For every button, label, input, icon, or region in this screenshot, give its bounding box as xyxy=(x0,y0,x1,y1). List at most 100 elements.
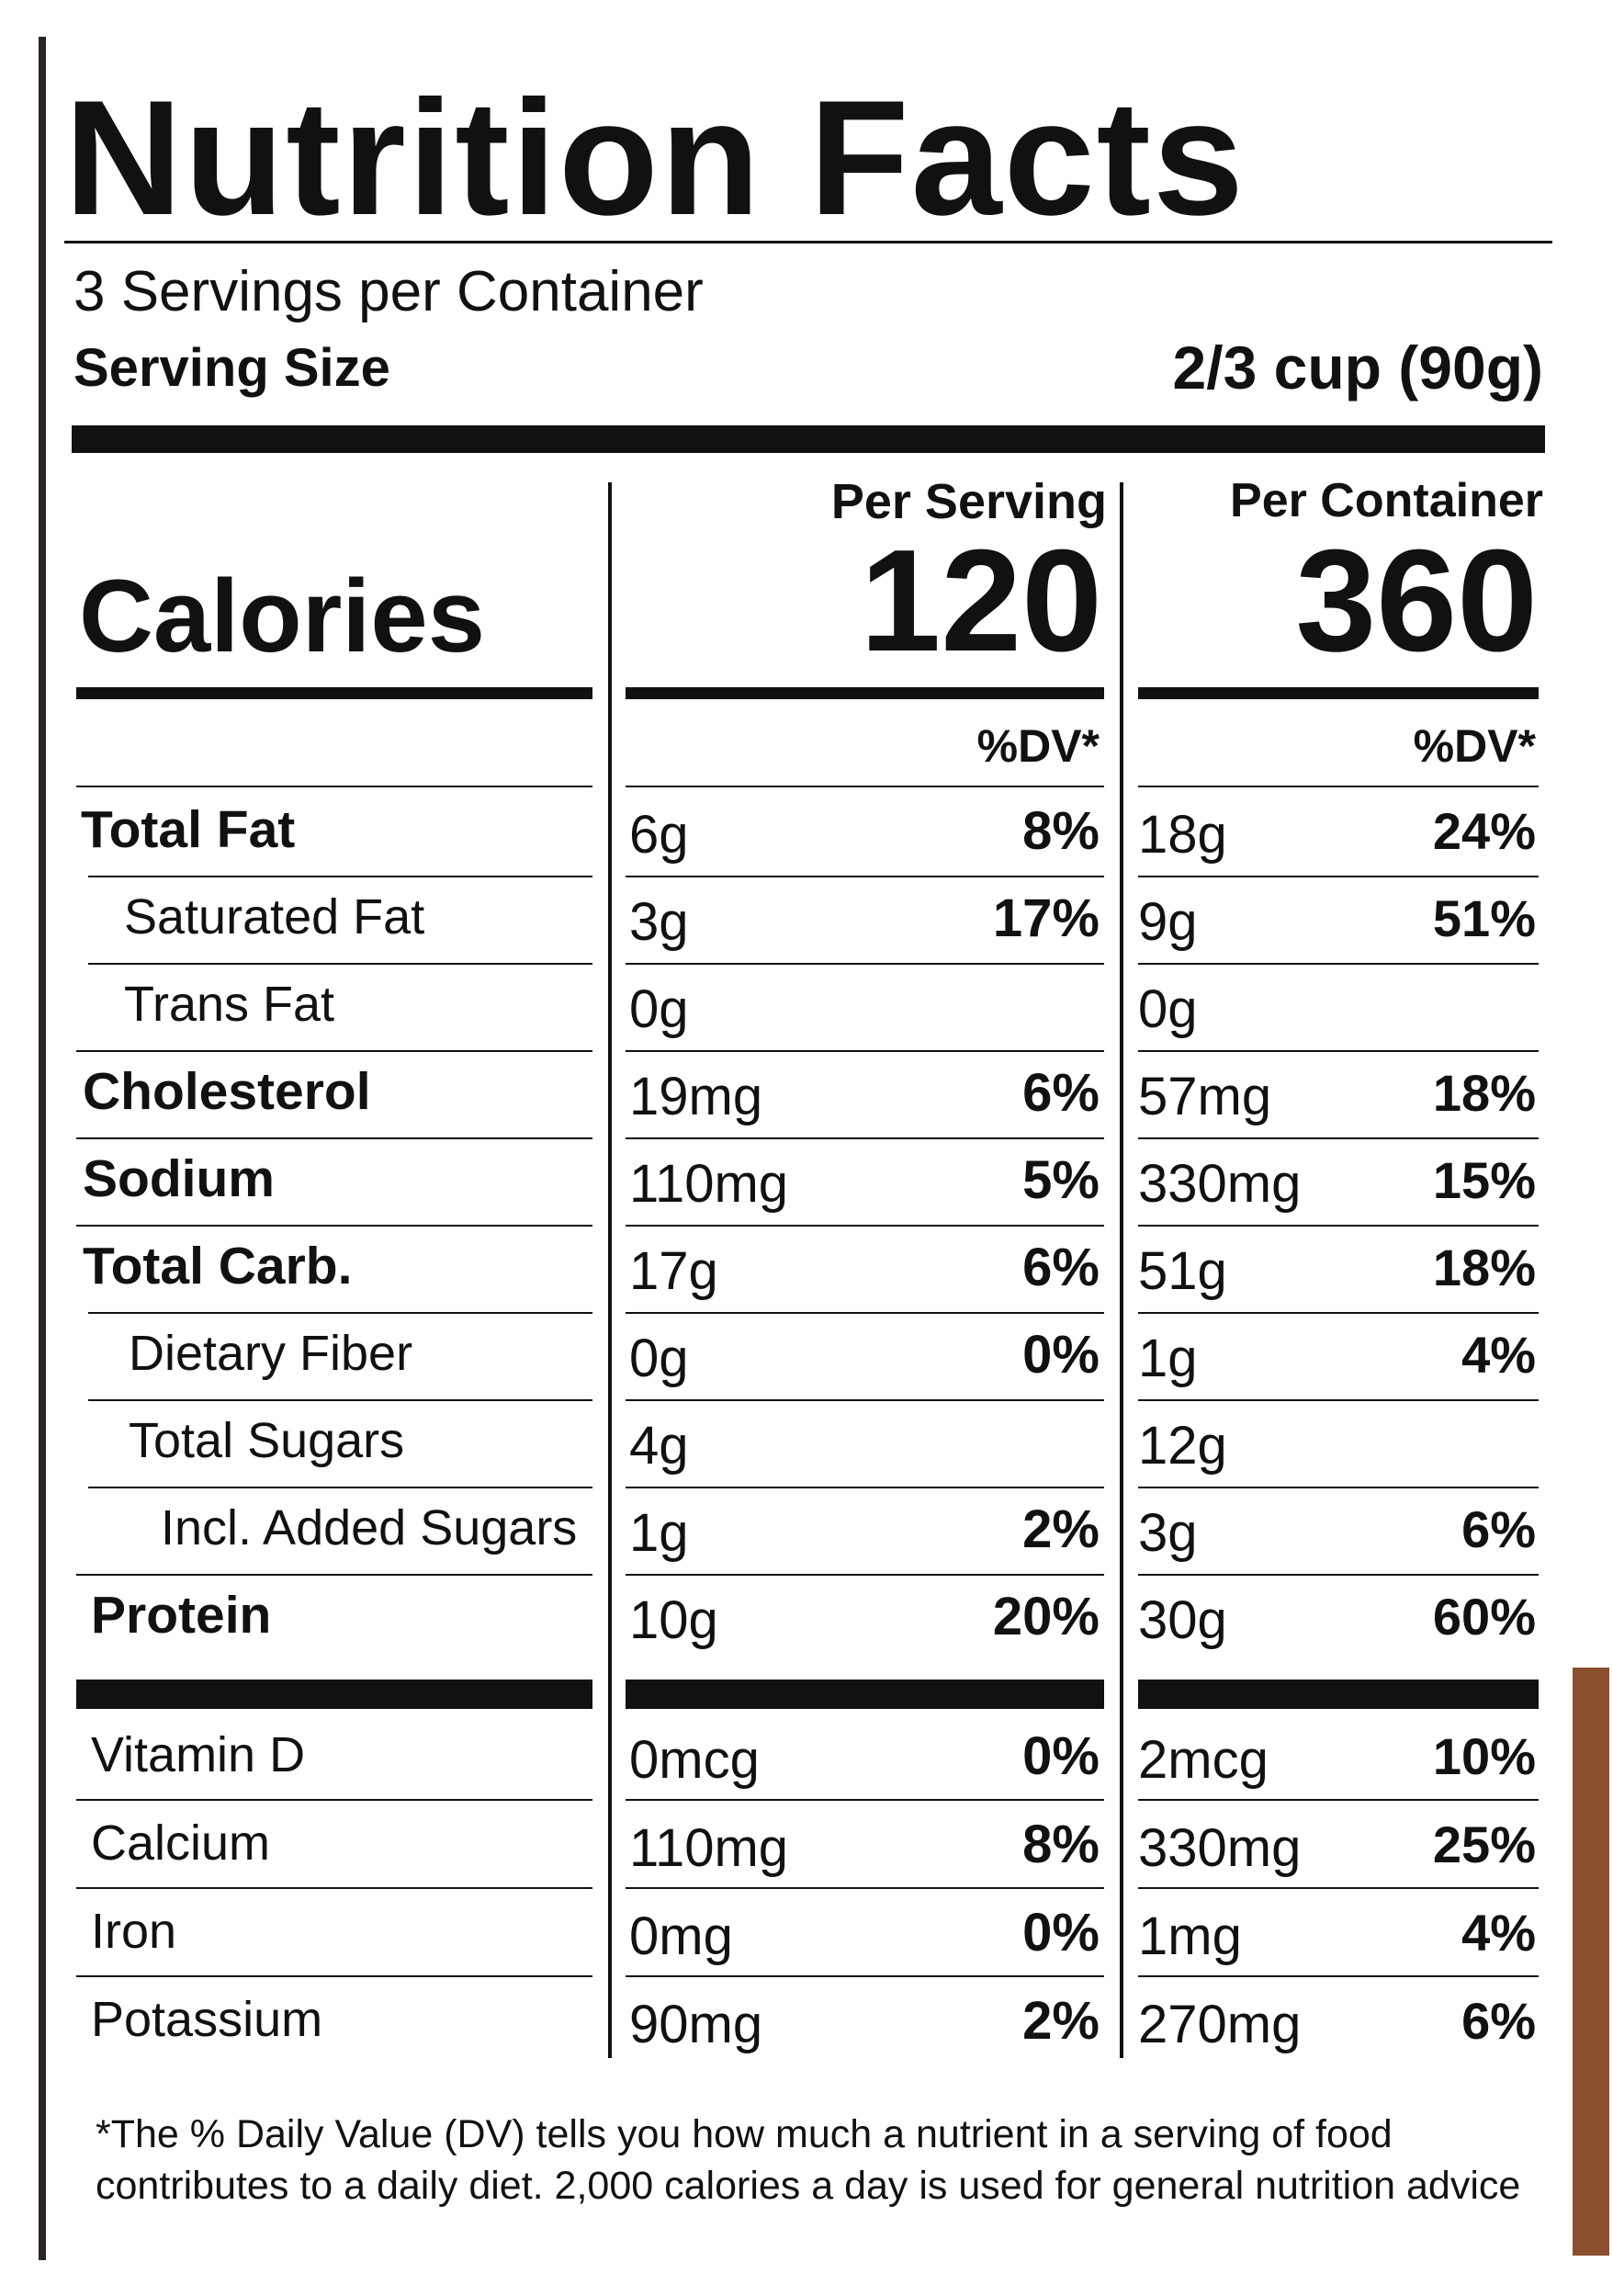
nutrient-label: Potassium xyxy=(91,1991,323,2047)
container-dv: 24% xyxy=(1432,801,1536,860)
nutrient-label: Trans Fat xyxy=(124,976,335,1032)
nutrient-label: Calcium xyxy=(91,1815,271,1871)
container-amount: 330mg xyxy=(1138,1818,1302,1879)
row-rule xyxy=(1138,1137,1539,1139)
serving-dv: 6% xyxy=(1022,1238,1100,1298)
container-amount: 330mg xyxy=(1138,1154,1302,1215)
row-rule xyxy=(88,1311,592,1314)
per-container-heading: Per Container xyxy=(1230,474,1543,528)
serving-dv: 0% xyxy=(1022,1726,1100,1787)
row-rule xyxy=(1138,1887,1539,1889)
serving-dv: 0% xyxy=(1022,1903,1100,1963)
nutrient-label: Total Sugars xyxy=(129,1412,405,1468)
nutrient-label: Sodium xyxy=(83,1148,275,1208)
thick-rule xyxy=(72,425,1545,453)
vitamin-rule xyxy=(76,1680,592,1709)
nutrient-label: Total Carb. xyxy=(83,1236,353,1295)
vitamin-rule xyxy=(626,1680,1104,1709)
dv-header: %DV* xyxy=(976,719,1100,772)
column-divider xyxy=(1120,482,1123,2058)
serving-dv: 0% xyxy=(1022,1325,1100,1386)
container-amount: 0g xyxy=(1138,979,1198,1040)
container-amount: 2mcg xyxy=(1138,1730,1269,1791)
container-amount: 12g xyxy=(1138,1416,1227,1476)
container-dv: 4% xyxy=(1461,1325,1536,1384)
serving-dv: 6% xyxy=(1022,1063,1100,1124)
footnote: contributes to a daily diet. 2,000 calor… xyxy=(96,2164,1521,2209)
row-rule xyxy=(626,1049,1104,1052)
nutrient-label: Dietary Fiber xyxy=(129,1325,413,1381)
right-edge xyxy=(1573,1668,1609,2256)
container-amount: 57mg xyxy=(1138,1067,1272,1127)
vitamin-rule xyxy=(1138,1680,1539,1709)
row-rule xyxy=(626,1398,1104,1401)
serving-dv: 8% xyxy=(1022,1815,1100,1875)
serving-amount: 0mcg xyxy=(629,1730,760,1791)
serving-amount: 0mg xyxy=(629,1906,733,1967)
row-rule xyxy=(626,875,1104,877)
nutrient-label: Incl. Added Sugars xyxy=(161,1499,578,1555)
container-dv: 25% xyxy=(1432,1815,1536,1873)
container-dv: 6% xyxy=(1461,1991,1536,2050)
container-dv: 4% xyxy=(1461,1903,1536,1962)
serving-dv: 17% xyxy=(992,888,1100,949)
calories-label: Calories xyxy=(79,559,485,674)
per-serving-heading: Per Serving xyxy=(830,473,1107,529)
row-rule xyxy=(626,1137,1104,1139)
row-rule xyxy=(626,1311,1104,1314)
title: Nutrition Facts xyxy=(64,66,1246,250)
row-rule xyxy=(76,1573,592,1576)
serving-dv: 5% xyxy=(1022,1150,1100,1211)
row-rule xyxy=(1138,1486,1539,1488)
container-amount: 51g xyxy=(1138,1241,1227,1302)
container-amount: 1mg xyxy=(1138,1906,1242,1967)
serving-size-label: Serving Size xyxy=(73,338,390,399)
calories-per-container: 360 xyxy=(1295,520,1538,683)
row-rule xyxy=(1138,1573,1539,1576)
row-rule xyxy=(76,1799,592,1801)
row-rule xyxy=(88,1398,592,1401)
row-rule xyxy=(88,1486,592,1488)
column-divider xyxy=(608,482,612,2058)
serving-dv: 8% xyxy=(1022,801,1100,862)
nutrient-label: Vitamin D xyxy=(91,1726,306,1782)
row-rule xyxy=(88,962,592,965)
container-dv: 60% xyxy=(1432,1587,1536,1646)
container-dv: 18% xyxy=(1432,1063,1536,1122)
row-rule xyxy=(626,1887,1104,1889)
row-rule xyxy=(1138,786,1539,787)
serving-amount: 110mg xyxy=(629,1818,789,1879)
row-rule xyxy=(626,786,1104,787)
nutrient-label: Saturated Fat xyxy=(124,888,425,944)
container-dv: 10% xyxy=(1432,1726,1536,1785)
serving-amount: 19mg xyxy=(629,1067,763,1127)
footnote: *The % Daily Value (DV) tells you how mu… xyxy=(96,2112,1393,2157)
row-rule xyxy=(626,1799,1104,1801)
servings: 3 Servings per Container xyxy=(73,259,704,323)
nutrient-label: Protein xyxy=(91,1585,272,1645)
row-rule xyxy=(1138,1311,1539,1314)
serving-amount: 10g xyxy=(629,1590,718,1651)
calories-per-serving: 120 xyxy=(860,520,1102,683)
title-rule xyxy=(64,241,1552,243)
container-dv: 15% xyxy=(1432,1150,1536,1209)
serving-amount: 17g xyxy=(629,1241,718,1302)
dv-header: %DV* xyxy=(1413,719,1536,772)
serving-dv: 2% xyxy=(1022,1991,1100,2052)
nutrient-label: Total Fat xyxy=(81,799,296,859)
container-dv: 6% xyxy=(1461,1499,1536,1558)
row-rule xyxy=(76,786,592,787)
nutrient-label: Cholesterol xyxy=(83,1061,371,1121)
row-rule xyxy=(76,1137,592,1139)
row-rule xyxy=(1138,875,1539,877)
row-rule xyxy=(76,1887,592,1889)
container-amount: 9g xyxy=(1138,892,1198,953)
row-rule xyxy=(1138,1224,1539,1227)
row-rule xyxy=(626,1573,1104,1576)
serving-dv: 2% xyxy=(1022,1499,1100,1560)
serving-amount: 6g xyxy=(629,805,689,865)
container-amount: 18g xyxy=(1138,805,1227,865)
row-rule xyxy=(76,1049,592,1052)
left-edge xyxy=(39,37,46,2260)
